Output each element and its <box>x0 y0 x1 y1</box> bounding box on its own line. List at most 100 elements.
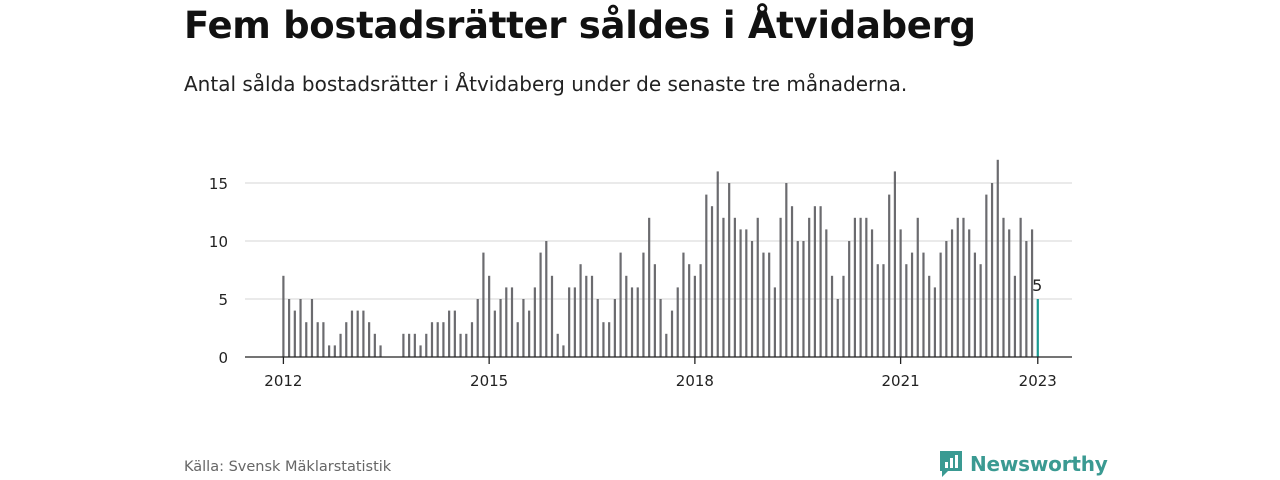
bar <box>853 217 856 357</box>
brand-name: Newsworthy <box>970 452 1108 476</box>
bar <box>556 333 559 357</box>
bar <box>785 183 788 357</box>
chart-subtitle: Antal sålda bostadsrätter i Åtvidaberg u… <box>184 72 908 96</box>
bar <box>1013 275 1017 357</box>
newsworthy-logo-icon <box>940 451 962 477</box>
bar <box>653 264 656 357</box>
bar <box>602 322 605 357</box>
bar <box>362 310 365 357</box>
bar <box>750 241 754 357</box>
bar <box>488 275 491 357</box>
bar <box>579 264 582 357</box>
bar <box>996 159 999 357</box>
bar <box>625 275 628 357</box>
y-tick-label: 5 <box>218 291 228 309</box>
bar <box>430 322 434 357</box>
bar <box>1002 217 1005 357</box>
bar <box>585 275 588 357</box>
bar <box>688 264 691 357</box>
bar <box>933 287 937 357</box>
bar <box>356 310 359 357</box>
y-tick-label: 15 <box>209 175 228 193</box>
bar <box>699 264 702 357</box>
bar <box>550 275 554 357</box>
bar <box>710 206 714 357</box>
bar <box>870 229 874 357</box>
bar <box>819 206 822 357</box>
bar <box>482 252 485 357</box>
bar <box>350 310 354 357</box>
bar <box>448 310 451 357</box>
bar <box>659 299 662 357</box>
brand-logo[interactable]: Newsworthy <box>938 449 1108 479</box>
bar <box>316 322 319 357</box>
bar <box>802 241 805 357</box>
bar <box>939 252 942 357</box>
bar <box>453 310 456 357</box>
bar <box>636 287 639 357</box>
bar <box>916 217 919 357</box>
bar <box>813 206 816 357</box>
bar <box>876 264 879 357</box>
bar <box>779 217 782 357</box>
bar <box>825 229 828 357</box>
bar <box>842 275 845 357</box>
x-tick-label: 2015 <box>470 372 508 390</box>
bar <box>705 194 708 357</box>
bar <box>745 229 748 357</box>
bar <box>956 217 959 357</box>
bar <box>790 206 794 357</box>
bar <box>333 345 336 357</box>
bar <box>328 345 331 357</box>
y-tick-label: 0 <box>218 349 228 367</box>
bar <box>459 333 462 357</box>
bar <box>836 299 839 357</box>
bar <box>419 345 422 357</box>
bar <box>288 299 291 357</box>
bar <box>608 322 611 357</box>
bar <box>322 322 325 357</box>
bar <box>596 299 599 357</box>
bar <box>493 310 496 357</box>
bar <box>368 322 371 357</box>
bar <box>968 229 971 357</box>
bar <box>516 322 519 357</box>
y-tick-label: 10 <box>209 233 228 251</box>
bar <box>499 299 502 357</box>
bar <box>950 229 954 357</box>
bar <box>979 264 982 357</box>
bar <box>1030 229 1034 357</box>
bar <box>796 241 799 357</box>
x-tick-label: 2021 <box>882 372 920 390</box>
bar <box>299 299 302 357</box>
bar <box>722 217 725 357</box>
bar <box>442 322 445 357</box>
bar <box>293 310 296 357</box>
source-note: Källa: Svensk Mäklarstatistik <box>184 459 392 475</box>
bar <box>528 310 531 357</box>
bar <box>568 287 571 357</box>
bar <box>739 229 742 357</box>
bar <box>985 194 988 357</box>
bar <box>773 287 776 357</box>
bar <box>305 322 308 357</box>
bar <box>682 252 685 357</box>
y-axis-labels: 0 5 10 15 <box>209 175 228 367</box>
bar <box>310 299 314 357</box>
bar <box>413 333 416 357</box>
x-tick-label: 2023 <box>1019 372 1057 390</box>
bar <box>345 322 348 357</box>
bar <box>282 275 285 357</box>
bar <box>465 333 468 357</box>
chart-title: Fem bostadsrätter såldes i Åtvidaberg <box>184 4 976 47</box>
bar <box>905 264 908 357</box>
bar <box>910 252 914 357</box>
bar <box>756 217 759 357</box>
bar <box>648 217 651 357</box>
bar <box>670 310 674 357</box>
bar <box>436 322 439 357</box>
bar <box>768 252 771 357</box>
bar <box>539 252 542 357</box>
bar <box>642 252 645 357</box>
